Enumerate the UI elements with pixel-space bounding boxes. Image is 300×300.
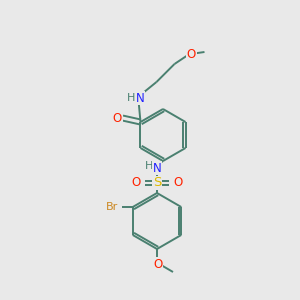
Text: O: O (153, 257, 163, 271)
Text: O: O (113, 112, 122, 124)
Text: H: H (127, 93, 136, 103)
Text: Br: Br (106, 202, 118, 212)
Text: S: S (153, 176, 161, 190)
Text: N: N (153, 161, 161, 175)
Text: O: O (131, 176, 141, 190)
Text: N: N (136, 92, 145, 104)
Text: H: H (145, 161, 153, 171)
Text: O: O (173, 176, 183, 190)
Text: O: O (187, 47, 196, 61)
